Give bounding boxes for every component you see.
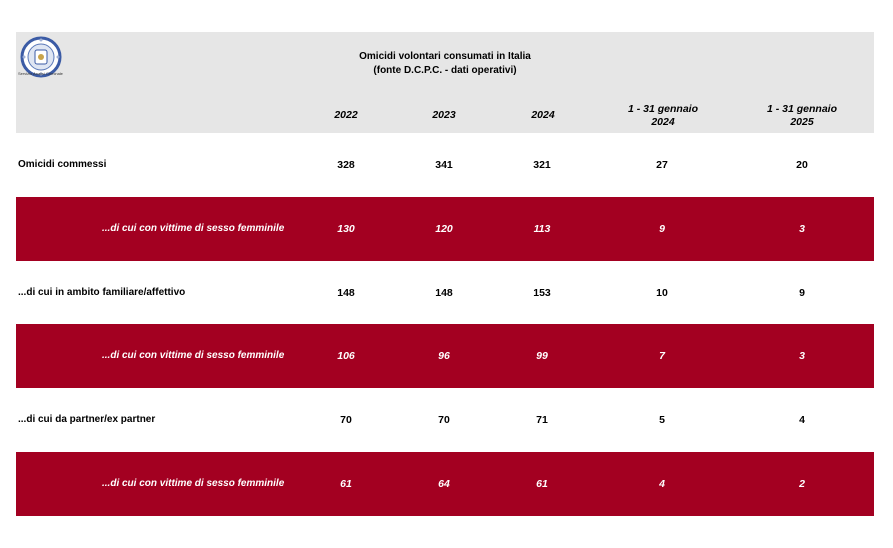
cell-jan-2025: 3 bbox=[799, 223, 805, 235]
cell-2024: 113 bbox=[533, 223, 551, 235]
column-header-2023: 2023 bbox=[432, 109, 456, 121]
cell-jan-2025: 3 bbox=[799, 350, 805, 362]
cell-2024: 71 bbox=[536, 414, 548, 426]
cell-2023: 341 bbox=[435, 159, 453, 171]
title-line-1: Omicidi volontari consumati in Italia bbox=[359, 51, 531, 62]
cell-2022: 70 bbox=[340, 414, 352, 426]
cell-2024: 321 bbox=[533, 159, 551, 171]
row-label: ...di cui con vittime di sesso femminile bbox=[102, 478, 285, 489]
cell-jan-2025: 20 bbox=[796, 159, 808, 171]
row-label: ...di cui con vittime di sesso femminile bbox=[102, 350, 285, 361]
police-logo-icon bbox=[20, 36, 62, 78]
table-row-vittime-femminili: ...di cui con vittime di sesso femminile… bbox=[16, 197, 874, 261]
cell-2022: 328 bbox=[337, 159, 355, 171]
cell-2024: 61 bbox=[536, 478, 548, 490]
table-row-omicidi-commessi: Omicidi commessi 328 341 321 27 20 bbox=[16, 133, 874, 197]
row-label: Omicidi commessi bbox=[18, 159, 107, 170]
cell-2023: 96 bbox=[438, 350, 450, 362]
row-label: ...di cui con vittime di sesso femminile bbox=[102, 223, 285, 234]
page-title: Omicidi volontari consumati in Italia (f… bbox=[300, 50, 590, 78]
cell-jan-2024: 27 bbox=[656, 159, 668, 171]
cell-jan-2024: 9 bbox=[659, 223, 665, 235]
cell-2023: 70 bbox=[438, 414, 450, 426]
table-row-partner: ...di cui da partner/ex partner 70 70 71… bbox=[16, 388, 874, 452]
table-row-vittime-femminili: ...di cui con vittime di sesso femminile… bbox=[16, 324, 874, 388]
cell-2022: 130 bbox=[337, 223, 355, 235]
cell-jan-2024: 4 bbox=[659, 478, 665, 490]
cell-2022: 148 bbox=[337, 287, 355, 299]
title-line-2: (fonte D.C.P.C. - dati operativi) bbox=[373, 65, 517, 76]
cell-jan-2024: 10 bbox=[656, 287, 668, 299]
table-row-vittime-femminili: ...di cui con vittime di sesso femminile… bbox=[16, 452, 874, 516]
row-label: ...di cui da partner/ex partner bbox=[18, 414, 156, 425]
column-header-2024: 2024 bbox=[531, 109, 555, 121]
cell-jan-2024: 7 bbox=[659, 350, 665, 362]
header-band bbox=[16, 32, 874, 133]
column-header-jan-2025: 1 - 31 gennaio 2025 bbox=[766, 103, 838, 128]
table-row-ambito-familiare: ...di cui in ambito familiare/affettivo … bbox=[16, 261, 874, 325]
column-header-2022: 2022 bbox=[334, 109, 358, 121]
cell-jan-2025: 9 bbox=[799, 287, 805, 299]
cell-2023: 148 bbox=[435, 287, 453, 299]
cell-2024: 153 bbox=[533, 287, 551, 299]
cell-2024: 99 bbox=[536, 350, 548, 362]
cell-2023: 64 bbox=[438, 478, 450, 490]
cell-jan-2024: 5 bbox=[659, 414, 665, 426]
cell-2022: 61 bbox=[340, 478, 352, 490]
row-label: ...di cui in ambito familiare/affettivo bbox=[18, 287, 186, 298]
cell-jan-2025: 4 bbox=[799, 414, 805, 426]
column-header-jan-2024: 1 - 31 gennaio 2024 bbox=[627, 103, 699, 128]
cell-2022: 106 bbox=[337, 350, 355, 362]
logo-caption: Servizio Analisi Criminale bbox=[18, 71, 63, 76]
cell-2023: 120 bbox=[435, 223, 453, 235]
cell-jan-2025: 2 bbox=[799, 478, 805, 490]
